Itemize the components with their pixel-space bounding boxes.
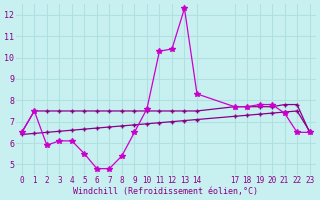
- X-axis label: Windchill (Refroidissement éolien,°C): Windchill (Refroidissement éolien,°C): [73, 187, 258, 196]
